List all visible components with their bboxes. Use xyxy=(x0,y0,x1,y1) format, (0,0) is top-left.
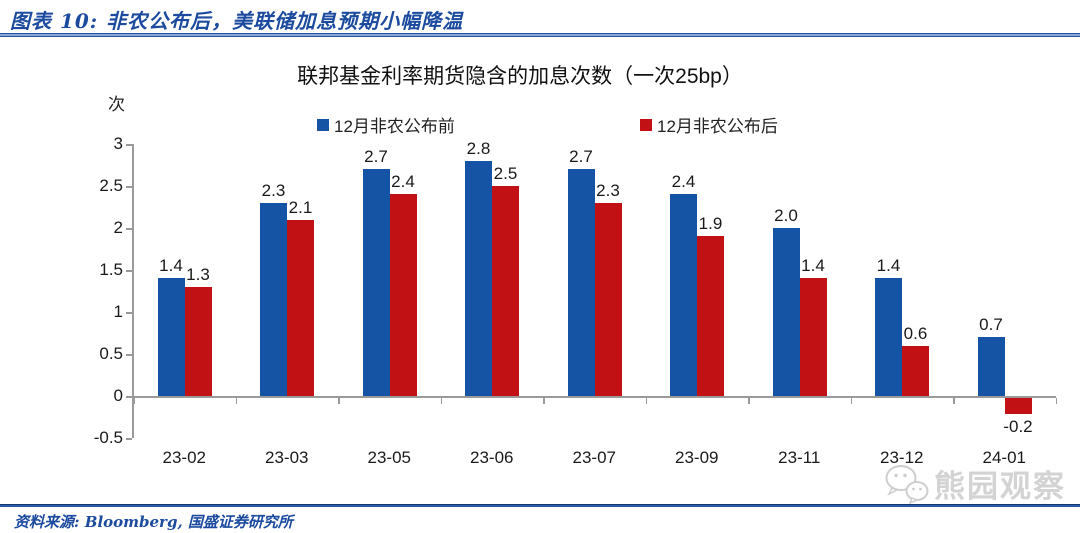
bar-before xyxy=(362,169,390,396)
bar-value-label: -0.2 xyxy=(1003,416,1033,436)
bar-value-label: 2.4 xyxy=(391,172,415,192)
bar-before xyxy=(567,169,595,396)
x-axis-line xyxy=(132,396,1056,398)
y-axis-line xyxy=(132,144,134,438)
bar-value-label: 2.5 xyxy=(493,164,518,183)
x-tick xyxy=(235,397,237,404)
bar-before xyxy=(875,278,902,396)
bar-after xyxy=(389,194,417,396)
x-tick-label: 23-09 xyxy=(675,448,719,467)
legend-label: 12月非农公布后 xyxy=(657,117,778,136)
x-tick-label: 24-01 xyxy=(982,448,1026,467)
y-tick xyxy=(126,438,132,440)
x-tick xyxy=(748,397,750,404)
y-tick-label: 0 xyxy=(113,386,123,405)
y-tick xyxy=(126,186,132,188)
bar-after xyxy=(287,219,314,396)
watermark: 熊园观察 xyxy=(884,461,1066,506)
bar-value-label: 2.7 xyxy=(569,147,593,167)
watermark-label: 熊园观察 xyxy=(934,469,1066,504)
bar-value-label: 1.9 xyxy=(698,214,723,234)
y-tick-label: 0.5 xyxy=(99,344,123,363)
bar-value-label: 2.3 xyxy=(596,180,620,200)
x-tick xyxy=(440,397,442,404)
y-tick-label: 3 xyxy=(113,134,123,153)
x-tick-label: 23-05 xyxy=(367,448,411,467)
y-tick-label: 2 xyxy=(113,218,123,237)
x-tick xyxy=(543,397,545,404)
bar-after xyxy=(594,202,622,396)
x-tick xyxy=(133,397,135,404)
figure-caption: 图表 10: 非农公布后，美联储加息预期小幅降温 xyxy=(10,9,464,33)
bar-before xyxy=(157,278,185,396)
x-tick xyxy=(338,397,340,404)
bar-before xyxy=(465,160,492,396)
bar-after xyxy=(902,345,929,396)
x-tick-label: 23-07 xyxy=(572,448,616,467)
bar-value-label: 1.4 xyxy=(159,256,183,276)
bar-after xyxy=(697,236,724,396)
chart-title: 联邦基金利率期货隐含的加息次数（一次25bp） xyxy=(297,65,743,88)
bar-value-label: 2.8 xyxy=(466,138,491,158)
x-tick xyxy=(1055,397,1057,404)
bar-before xyxy=(670,194,697,396)
y-axis-unit-label: 次 xyxy=(108,95,125,114)
y-tick xyxy=(126,144,132,146)
bar-value-label: 2.0 xyxy=(774,206,798,225)
bar-value-label: 1.4 xyxy=(876,256,901,276)
y-tick-label: -0.5 xyxy=(93,428,123,447)
x-tick-label: 23-02 xyxy=(162,448,206,467)
x-tick-label: 23-11 xyxy=(778,448,821,467)
y-tick xyxy=(126,354,132,356)
bar-value-label: 2.4 xyxy=(671,172,696,192)
y-tick-label: 2.5 xyxy=(99,176,123,195)
footer-divider xyxy=(0,504,1080,507)
bar-value-label: 0.6 xyxy=(903,323,928,343)
bar-after xyxy=(1004,397,1032,415)
legend-swatch-blue xyxy=(317,118,329,131)
x-tick xyxy=(850,397,852,404)
bar-before xyxy=(977,337,1005,396)
x-tick-label: 23-06 xyxy=(470,448,514,467)
y-tick xyxy=(126,396,132,398)
y-tick xyxy=(126,312,132,314)
y-tick xyxy=(126,228,132,230)
bar-after xyxy=(184,286,212,396)
wechat-icon xyxy=(885,464,929,504)
x-tick xyxy=(953,397,955,404)
x-tick-label: 23-12 xyxy=(880,448,924,467)
bar-before xyxy=(260,202,287,396)
bar-value-label: 1.4 xyxy=(801,256,825,276)
bar-value-label: 2.3 xyxy=(261,180,286,200)
y-tick-label: 1 xyxy=(113,302,123,321)
bar-value-label: 0.7 xyxy=(979,315,1003,335)
legend-item-before: 12月非农公布前 xyxy=(317,112,455,137)
bar-after xyxy=(799,278,827,396)
bar-before xyxy=(772,228,800,396)
legend-label: 12月非农公布前 xyxy=(334,117,455,136)
bar-value-label: 1.3 xyxy=(186,264,210,284)
bar-value-label: 2.1 xyxy=(288,197,313,217)
source-note: 资料来源: Bloomberg, 国盛证券研究所 xyxy=(14,513,293,531)
bar-value-label: 2.7 xyxy=(364,147,388,167)
x-tick xyxy=(645,397,647,404)
y-tick xyxy=(126,270,132,272)
legend-swatch-red xyxy=(640,118,652,131)
header-divider xyxy=(0,33,1080,37)
x-tick-label: 23-03 xyxy=(265,448,309,467)
bar-after xyxy=(492,186,519,396)
y-tick-label: 1.5 xyxy=(99,260,123,279)
legend-item-after: 12月非农公布后 xyxy=(640,112,778,137)
